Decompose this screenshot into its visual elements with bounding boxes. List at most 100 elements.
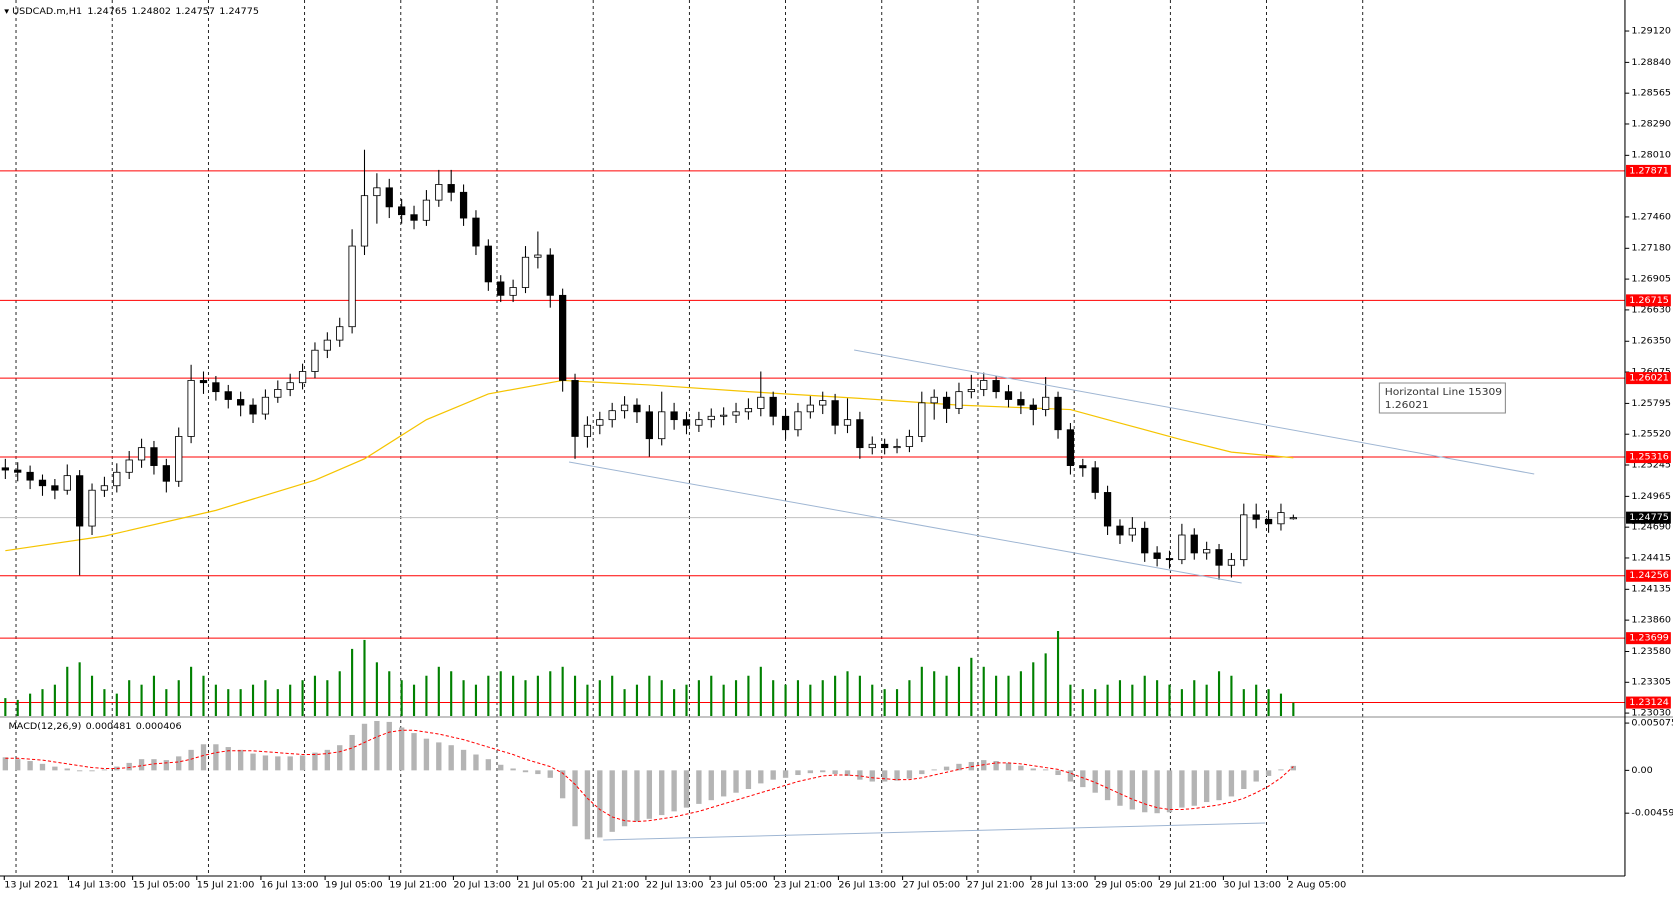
volume-bar — [152, 675, 156, 716]
candle-body — [63, 475, 71, 491]
volume-bar — [734, 680, 738, 716]
macd-bar — [27, 761, 33, 771]
macd-bar — [1265, 770, 1272, 776]
macd-bar — [337, 745, 343, 771]
level-label: 1.23699 — [1629, 633, 1669, 644]
macd-bar — [609, 770, 615, 832]
y-tick-label: 1.23860 — [1631, 615, 1671, 626]
volume-bar — [660, 680, 663, 716]
macd-bar — [770, 770, 776, 780]
current-price-label: 1.24775 — [1629, 512, 1669, 523]
macd-bar — [126, 762, 132, 771]
candle-body — [534, 254, 542, 258]
candle-body — [237, 399, 245, 406]
macd-bar — [1290, 765, 1297, 771]
x-tick-label: 14 Jul 13:00 — [68, 880, 126, 891]
macd-bar — [1203, 770, 1210, 803]
macd-bar — [646, 770, 653, 819]
candle-body — [757, 396, 765, 409]
y-tick-label: 1.24415 — [1631, 553, 1671, 564]
volume-bar — [796, 680, 800, 716]
candle-body — [1042, 396, 1050, 410]
volume-bar — [524, 680, 527, 716]
macd-bar — [522, 770, 529, 773]
volume-bar — [202, 675, 205, 716]
candle-body — [1017, 399, 1025, 406]
x-tick-label: 15 Jul 21:00 — [197, 880, 255, 891]
volume-bar — [945, 675, 948, 716]
candle-body — [1227, 559, 1236, 566]
macd-bar — [671, 770, 677, 812]
candle-body — [744, 408, 753, 413]
candle-body — [199, 380, 208, 384]
volume-bar — [573, 675, 577, 716]
candle-body — [781, 415, 790, 431]
candle-body — [1079, 465, 1087, 469]
candle-body — [831, 400, 839, 426]
candle-body — [843, 419, 852, 426]
volume-bar — [1180, 689, 1183, 716]
candle-body — [942, 396, 951, 409]
y-tick-label: 1.23030 — [1631, 708, 1671, 719]
candle-body — [1203, 549, 1211, 554]
volume-bar — [883, 689, 886, 716]
volume-bar — [759, 666, 762, 716]
candle-body — [707, 415, 715, 421]
macd-bar — [1166, 770, 1173, 813]
candle-body — [1277, 512, 1285, 525]
volume-bar — [338, 671, 341, 716]
macd-bar — [349, 734, 355, 771]
candle-body — [26, 471, 34, 481]
candle-body — [682, 419, 691, 426]
volume-bar — [858, 675, 861, 716]
y-tick-label: 1.23580 — [1631, 646, 1671, 657]
candle-body — [1165, 558, 1174, 561]
y-tick-label: 1.24135 — [1631, 584, 1671, 595]
candle-body — [1153, 552, 1161, 559]
macd-label: MACD(12,26,9) — [9, 721, 82, 732]
volume-bar — [165, 689, 168, 716]
volume-bar — [1230, 675, 1233, 716]
candle-body — [868, 443, 876, 449]
high: 1.24802 — [131, 6, 171, 17]
candle-body — [670, 411, 678, 421]
macd-bar — [1042, 769, 1049, 771]
macd-bar — [1191, 770, 1197, 806]
macd-bar — [436, 742, 442, 771]
candle-body — [1004, 391, 1013, 400]
volume-bar — [128, 680, 131, 716]
volume-bar — [722, 684, 725, 716]
level-label: 1.24256 — [1629, 570, 1669, 581]
volume-bar — [425, 675, 428, 716]
macd-bar — [1241, 770, 1247, 789]
candle-body — [484, 245, 492, 283]
volume-bar — [1044, 653, 1047, 716]
volume-bar — [289, 684, 292, 716]
level-label: 1.26715 — [1629, 295, 1669, 306]
volume-bar — [437, 666, 440, 716]
price-marks — [1, 149, 1297, 580]
volume-bar — [363, 639, 366, 716]
level-label-box — [1626, 632, 1671, 645]
current-price-box — [1626, 511, 1671, 524]
candle-body — [806, 404, 814, 413]
candle-body — [212, 382, 220, 393]
macd-bar — [621, 770, 628, 827]
macd-bar — [1117, 770, 1123, 806]
candle-body — [336, 326, 344, 341]
candle-body — [967, 389, 975, 393]
level-label: 1.25316 — [1629, 452, 1669, 463]
candle-body — [1, 467, 9, 471]
macd-bar — [498, 764, 504, 771]
candle-body — [819, 400, 827, 406]
macd-bar — [151, 759, 157, 771]
macd-bar — [832, 770, 838, 775]
macd-bar — [138, 759, 145, 771]
volume-bar — [747, 675, 750, 716]
candle-body — [125, 459, 133, 473]
candle-body — [918, 402, 926, 437]
candle-body — [1091, 467, 1099, 493]
volume-bar — [1143, 675, 1146, 716]
levels — [0, 170, 1625, 704]
